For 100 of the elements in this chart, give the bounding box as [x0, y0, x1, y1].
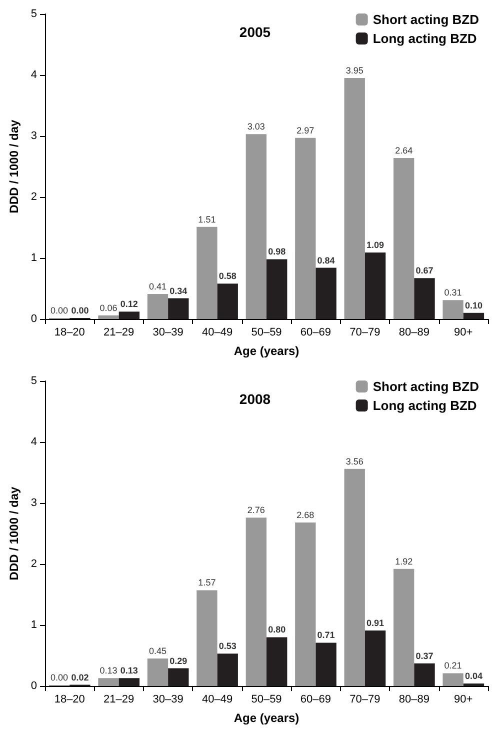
data-label: 3.95 [346, 66, 364, 76]
bar [147, 658, 168, 686]
y-tick-label: 1 [30, 619, 38, 631]
text: 2008 [239, 391, 271, 407]
data-label: 1.57 [198, 578, 216, 588]
data-label: 3.03 [247, 122, 265, 132]
y-tick-label: 5 [30, 375, 38, 387]
data-label: 2.76 [247, 505, 265, 516]
bar [393, 568, 414, 686]
bar [414, 663, 435, 686]
bar [364, 252, 386, 319]
bar [196, 226, 218, 319]
bar [98, 315, 119, 319]
x-axis-title: Age (years) [234, 711, 300, 725]
bar [316, 642, 336, 686]
bar [196, 590, 218, 686]
bar [295, 522, 316, 686]
y-tick-label: 3 [30, 497, 38, 509]
data-label: 0.02 [71, 672, 89, 682]
bar [246, 518, 267, 686]
bar [393, 158, 414, 319]
x-tick-label: 60–69 [300, 326, 332, 338]
bar [168, 668, 189, 686]
data-label: 0.80 [268, 624, 286, 635]
bar [118, 678, 140, 686]
x-tick-label: 80–89 [398, 694, 430, 706]
x-tick-label: 21–29 [104, 326, 134, 338]
y-tick-label: 0 [30, 680, 38, 692]
bar [98, 678, 119, 686]
data-label: 0.12 [120, 299, 138, 310]
bar [414, 278, 435, 319]
y-tick-label: 2 [30, 191, 38, 203]
bar [442, 300, 464, 319]
data-label: 0.06 [100, 302, 118, 313]
data-label: 0.45 [148, 646, 166, 656]
x-tick-label: 50–59 [251, 694, 282, 706]
data-label: 0.13 [100, 666, 118, 676]
x-tick-label: 18–20 [54, 694, 85, 706]
y-tick-label: 1 [30, 252, 38, 264]
bar [147, 294, 168, 319]
x-tick-label: 40–49 [202, 326, 233, 338]
data-label: 0.00 [50, 672, 68, 682]
bar [344, 78, 365, 319]
legend-label: Short acting BZD [372, 379, 480, 394]
data-label: 0.58 [218, 271, 236, 282]
bar [118, 312, 140, 319]
y-axis-title: DDD / 1000 / day [7, 119, 21, 214]
data-label: 0.71 [317, 630, 335, 640]
x-tick-label: 80–89 [398, 326, 430, 338]
bar [217, 284, 238, 319]
data-label: 0.53 [218, 641, 236, 652]
x-tick-label: 90+ [454, 694, 473, 706]
data-label: 2.68 [296, 510, 314, 520]
text: 2005 [239, 24, 271, 40]
data-label: 3.56 [346, 456, 364, 466]
bar [295, 138, 316, 319]
data-label: 0.13 [120, 666, 138, 676]
x-tick-label: 50–59 [251, 326, 282, 338]
y-tick-label: 5 [30, 8, 38, 20]
data-label: 0.84 [317, 255, 335, 266]
bar [266, 637, 288, 686]
data-label: 2.64 [395, 145, 413, 156]
bar [442, 673, 464, 686]
data-label: 0.37 [416, 650, 434, 661]
bar [217, 654, 238, 686]
y-tick-label: 2 [30, 558, 38, 570]
bar [364, 630, 386, 686]
x-tick-label: 18–20 [54, 326, 85, 338]
bar [463, 312, 484, 319]
y-axis-title: DDD / 1000 / day [7, 486, 21, 580]
bar [344, 468, 365, 686]
data-label: 0.34 [170, 286, 188, 296]
data-label: 0.29 [170, 656, 188, 666]
x-tick-label: 30–39 [152, 326, 184, 338]
y-tick-label: 3 [30, 130, 38, 142]
data-label: 0.21 [444, 660, 462, 671]
data-label: 0.91 [366, 618, 384, 628]
bar [266, 259, 288, 319]
bar [316, 268, 336, 319]
data-label: 2.97 [296, 125, 314, 136]
y-tick-label: 0 [30, 313, 38, 325]
x-tick-label: 70–79 [350, 326, 380, 338]
data-label: 1.51 [198, 214, 216, 224]
data-label: 0.98 [268, 246, 286, 257]
data-label: 0.04 [464, 671, 482, 682]
x-tick-label: 60–69 [300, 694, 332, 706]
data-label: 1.92 [395, 556, 413, 566]
data-label: 0.00 [50, 306, 68, 316]
y-tick-label: 4 [30, 69, 38, 81]
data-label: 0.41 [148, 281, 166, 292]
x-tick-label: 70–79 [350, 694, 380, 706]
legend-label: Long acting BZD [372, 31, 477, 46]
legend-label: Long acting BZD [372, 398, 477, 413]
bar [168, 298, 189, 319]
data-label: 1.09 [366, 240, 384, 250]
x-tick-label: 30–39 [152, 694, 184, 706]
bar [246, 134, 267, 319]
data-label: 0.10 [464, 300, 482, 310]
data-label: 0.31 [444, 288, 462, 298]
data-label: 0.00 [71, 306, 89, 316]
